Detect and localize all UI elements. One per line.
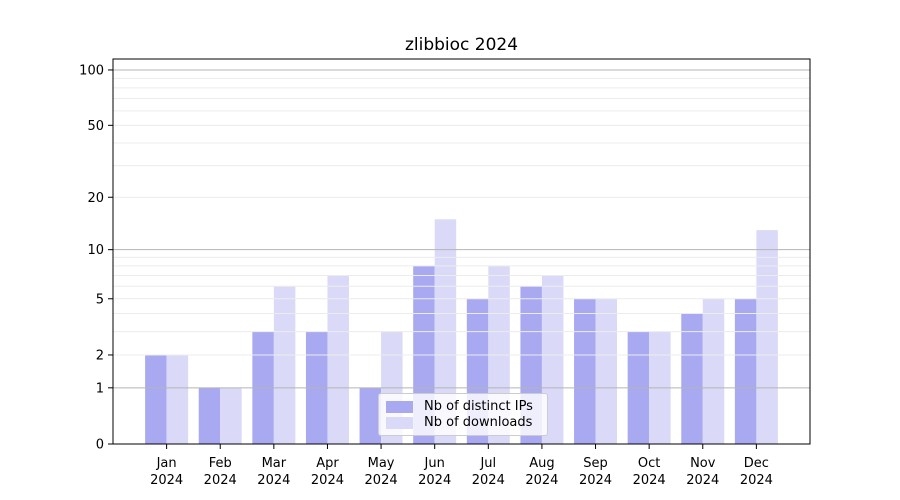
x-axis-tick-label-month: Feb <box>209 456 232 471</box>
x-axis-tick-label-year: 2024 <box>472 473 505 488</box>
y-axis-tick-label: 5 <box>96 292 104 307</box>
bar-distinct-ips <box>198 387 221 444</box>
x-axis-tick-label-month: May <box>368 456 395 471</box>
bar-distinct-ips <box>681 313 703 444</box>
x-axis-tick-label-month: Nov <box>690 456 716 471</box>
y-axis-tick-label: 100 <box>79 63 104 78</box>
x-axis-tick-label-year: 2024 <box>579 473 612 488</box>
bar-downloads <box>273 286 296 444</box>
x-axis-tick-label-year: 2024 <box>257 473 290 488</box>
legend-swatch-distinct-ips <box>386 400 413 413</box>
bar-distinct-ips <box>574 298 596 444</box>
x-axis-tick-label-month: Aug <box>529 456 554 471</box>
x-axis-tick-label-month: Apr <box>316 456 339 471</box>
y-axis-tick-label: 20 <box>87 191 104 206</box>
y-axis-tick-label: 10 <box>87 243 104 258</box>
bar-downloads <box>220 387 242 444</box>
x-axis-tick-label-year: 2024 <box>311 473 344 488</box>
legend-item-distinct-ips: Nb of distinct IPs <box>386 399 547 414</box>
legend-swatch-downloads <box>386 416 413 429</box>
legend-item-downloads: Nb of downloads <box>386 415 547 430</box>
x-axis-tick-label-month: Dec <box>744 456 769 471</box>
bar-distinct-ips <box>145 354 167 444</box>
bar-distinct-ips <box>359 387 382 444</box>
bar-downloads <box>702 298 725 444</box>
x-axis-tick-label-month: Jul <box>479 456 496 471</box>
chart-title: zlibbioc 2024 <box>404 35 519 55</box>
x-axis-tick-label-month: Jun <box>424 456 445 471</box>
x-axis-tick-label-year: 2024 <box>740 473 773 488</box>
x-axis-tick-label-year: 2024 <box>525 473 558 488</box>
x-axis-tick-label-month: Sep <box>583 456 608 471</box>
x-axis-tick-label-year: 2024 <box>686 473 719 488</box>
x-axis-tick-label-year: 2024 <box>418 473 451 488</box>
bar-downloads <box>166 354 189 444</box>
bar-downloads <box>756 230 778 444</box>
bar-distinct-ips <box>734 298 757 444</box>
plot-border <box>112 58 811 445</box>
x-axis-tick-label-year: 2024 <box>204 473 237 488</box>
bar-downloads <box>327 275 349 444</box>
y-axis-tick-label: 0 <box>96 438 104 453</box>
y-axis-tick-label: 2 <box>96 348 104 363</box>
x-axis-tick-label-month: Mar <box>262 456 287 471</box>
x-axis-tick-label-month: Oct <box>638 456 660 471</box>
bar-downloads <box>595 298 618 444</box>
legend-label-distinct-ips: Nb of distinct IPs <box>424 399 533 414</box>
x-axis-tick-label-year: 2024 <box>365 473 398 488</box>
legend: Nb of distinct IPs Nb of downloads <box>378 393 548 436</box>
y-axis-tick-label: 1 <box>96 381 104 396</box>
x-axis-tick-label-year: 2024 <box>150 473 183 488</box>
legend-label-downloads: Nb of downloads <box>424 415 533 430</box>
y-axis-tick-label: 50 <box>87 119 104 134</box>
x-axis-tick-label-month: Jan <box>156 456 177 471</box>
x-axis-tick-label-year: 2024 <box>633 473 666 488</box>
